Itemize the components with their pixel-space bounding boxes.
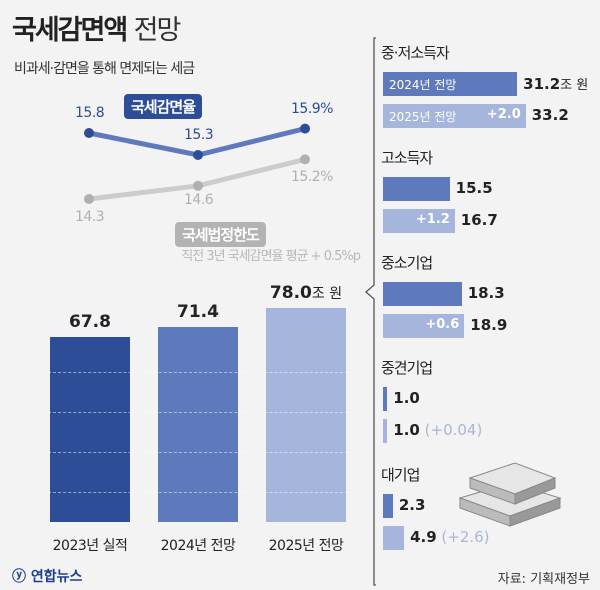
hbar (383, 282, 462, 306)
data-point (193, 150, 203, 160)
legend-label: 2024년 전망 (389, 78, 457, 92)
bar-value: 67.8 (69, 312, 111, 332)
hbar-value: 18.3 (467, 284, 505, 302)
hbar-value: 15.5 (455, 179, 493, 197)
data-point (84, 128, 94, 138)
bracket (365, 37, 376, 586)
gridline (48, 452, 348, 453)
hbar-value: 18.9 (470, 316, 508, 334)
data-point (193, 180, 203, 191)
hbar-value: 33.2 (531, 106, 569, 124)
legend-label: 2025년 전망 (389, 110, 457, 124)
x-tick-label: 2024년 전망 (160, 538, 236, 554)
delta-label: (+2.6) (436, 528, 490, 546)
point-label: 14.6 (184, 191, 214, 208)
title-light: 전망 (133, 15, 182, 46)
group-title: 중·저소득자 (381, 44, 450, 62)
hbar-value: 1.0 (393, 389, 420, 407)
delta-label: (+0.04) (419, 421, 483, 439)
hbar: +0.6 (383, 314, 465, 338)
hbar (383, 387, 388, 411)
hbar-value: 2.3 (398, 496, 426, 514)
logo-text: 연합뉴스 (30, 569, 83, 585)
group-title: 중견기업 (381, 359, 433, 377)
delta-label: +2.0 (486, 107, 521, 122)
data-point (84, 194, 94, 204)
point-label: 15.2% (291, 169, 333, 186)
hbar: 2025년 전망 +2.0 (383, 104, 526, 128)
hbar (383, 419, 388, 443)
logo: ⓨ 연합뉴스 (12, 569, 83, 585)
bar (266, 308, 346, 522)
gridline (48, 412, 348, 413)
hbar: +1.2 (383, 209, 455, 233)
point-label: 15.8 (75, 105, 105, 121)
hbar-value: 16.7 (460, 211, 498, 229)
hbar-value: 1.0 (+0.04) (393, 421, 483, 439)
group-title: 대기업 (381, 466, 420, 484)
bar-value: 71.4 (177, 301, 219, 322)
hbar-value: 4.9 (+2.6) (410, 528, 490, 546)
legend-tag-limit: 국세법정한도 (175, 222, 266, 247)
group-title: 중소기업 (381, 254, 433, 272)
data-point (300, 123, 310, 134)
title-bold: 국세감면액 (12, 15, 128, 46)
point-label: 15.3 (184, 127, 214, 143)
unit-label: 조 원 (560, 78, 589, 93)
x-tick-label: 2023년 실적 (52, 538, 128, 554)
hbar (383, 177, 450, 201)
gridline (48, 372, 348, 373)
hbar (383, 526, 405, 550)
hbar (383, 494, 393, 518)
source: 자료: 기획재정부 (497, 572, 590, 587)
point-label: 15.9% (291, 100, 333, 117)
money-stack-icon (458, 462, 562, 527)
bar (50, 337, 130, 522)
unit-label: 조 원 (311, 286, 343, 303)
delta-label: +0.6 (425, 317, 460, 332)
hbar: 2024년 전망 (383, 72, 518, 96)
gridline (48, 492, 348, 493)
subtitle: 비과세·감면을 통해 면제되는 세금 (14, 61, 195, 77)
x-tick-label: 2025년 전망 (268, 538, 344, 554)
legend-tag-rate: 국세감면율 (124, 94, 203, 119)
limit-note: 직전 3년 국세감면율 평균 + 0.5%p (181, 249, 361, 264)
page-title: 국세감면액 전망 (12, 8, 182, 47)
delta-label: +1.2 (415, 212, 450, 227)
group-title: 고소득자 (381, 149, 433, 167)
bar-value: 78.0조 원 (269, 283, 343, 304)
point-label: 14.3 (75, 209, 105, 225)
hbar-value: 31.2조 원 (523, 75, 589, 93)
line-chart (84, 123, 310, 204)
bar (158, 326, 238, 522)
data-point (300, 154, 310, 165)
